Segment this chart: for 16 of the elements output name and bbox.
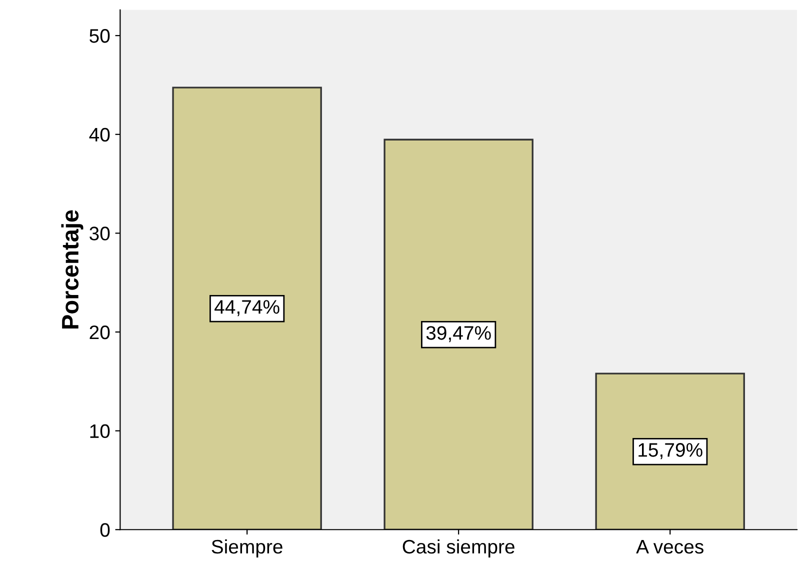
- bar: [595, 372, 745, 530]
- data-label: 39,47%: [426, 326, 491, 342]
- y-tick-label: 0: [100, 523, 110, 537]
- x-tick-label: A veces: [636, 540, 704, 554]
- x-tick-label: Casi siempre: [402, 539, 514, 558]
- bar: [172, 86, 322, 530]
- bar: [384, 138, 534, 530]
- y-tick-label: 20: [90, 325, 110, 340]
- y-tick-label: 30: [90, 226, 110, 240]
- data-label: 15,79%: [638, 443, 702, 460]
- y-tick-label: 50: [90, 29, 110, 43]
- data-label: 44,74%: [214, 300, 280, 316]
- y-tick-label: 40: [89, 128, 110, 142]
- y-axis-title: Porcentaje: [61, 210, 84, 329]
- x-tick-label: Siempre: [212, 539, 282, 558]
- y-tick-label: 10: [90, 424, 110, 438]
